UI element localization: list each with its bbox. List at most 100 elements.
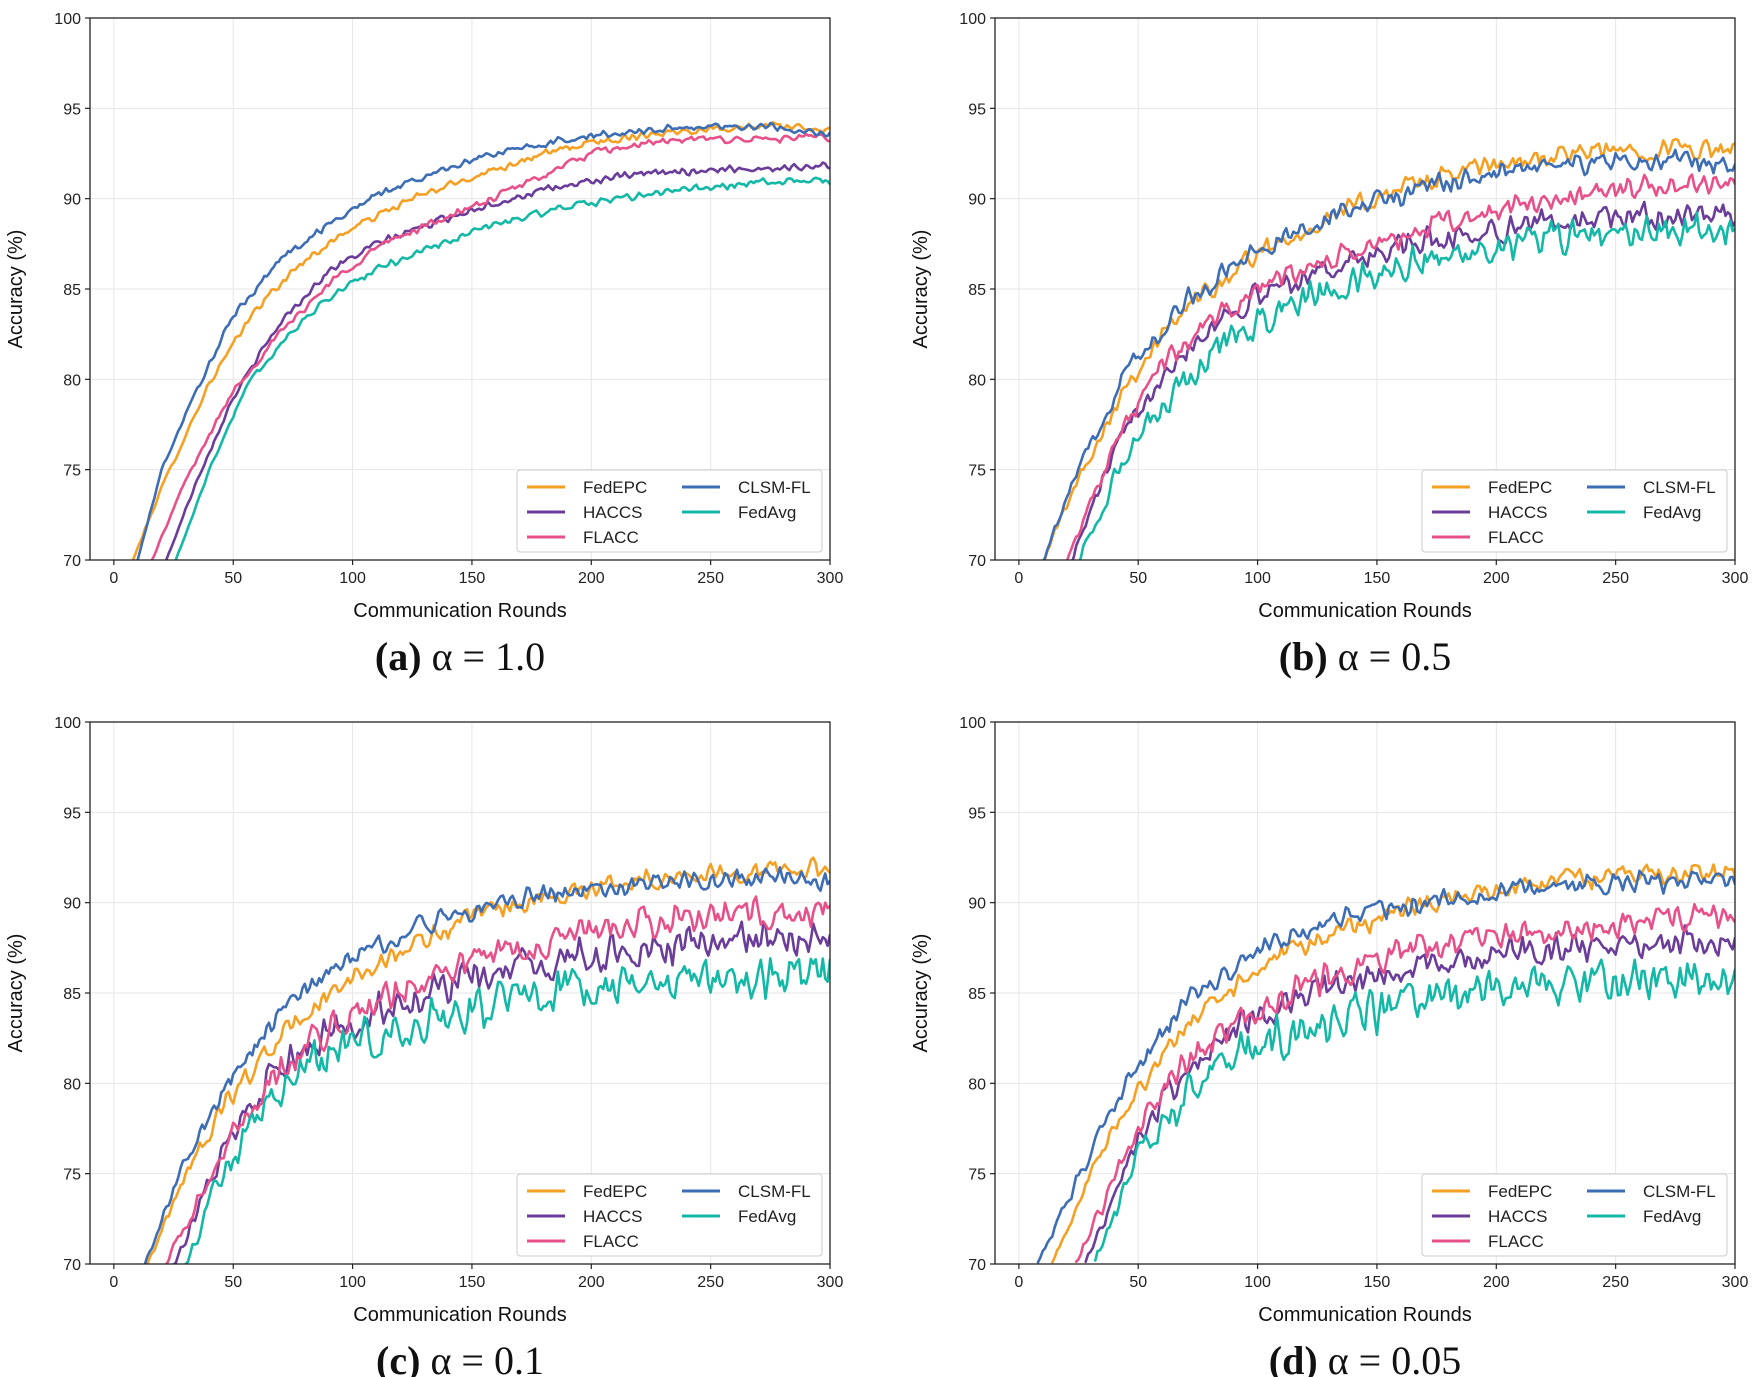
- caption-alpha: α = 0.5: [1328, 634, 1452, 679]
- x-tick-label: 150: [459, 570, 486, 587]
- legend-label-fedepc: FedEPC: [1488, 1182, 1552, 1201]
- x-tick-label: 300: [1722, 570, 1749, 587]
- x-tick-label: 50: [224, 1274, 242, 1291]
- legend-label-fedavg: FedAvg: [1643, 1207, 1701, 1226]
- y-axis-label: Accuracy (%): [5, 230, 27, 349]
- y-tick-label: 80: [968, 372, 986, 389]
- x-tick-label: 100: [1244, 570, 1271, 587]
- x-tick-label: 100: [1244, 1274, 1271, 1291]
- x-tick-label: 200: [578, 1274, 605, 1291]
- caption-letter: (a): [375, 634, 422, 679]
- x-tick-label: 150: [459, 1274, 486, 1291]
- legend-label-flacc: FLACC: [1488, 528, 1544, 547]
- series-line-fedavg: [1078, 211, 1735, 560]
- x-tick-label: 0: [1014, 570, 1023, 587]
- caption-letter: (b): [1279, 634, 1328, 679]
- x-tick-label: 250: [697, 570, 724, 587]
- legend: FedEPC CLSM-FL HACCS FedAvg FLACC: [1421, 469, 1728, 553]
- caption-letter: (c): [376, 1338, 420, 1377]
- x-tick-label: 100: [339, 1274, 366, 1291]
- y-tick-label: 95: [968, 101, 986, 118]
- x-tick-label: 250: [697, 1274, 724, 1291]
- caption-alpha: α = 0.05: [1318, 1338, 1462, 1377]
- y-tick-label: 75: [63, 463, 81, 480]
- legend-box: [516, 1173, 823, 1257]
- y-tick-label: 100: [959, 715, 986, 732]
- series-line-haccs: [1084, 924, 1735, 1264]
- x-tick-label: 200: [578, 570, 605, 587]
- caption-alpha: α = 1.0: [422, 634, 546, 679]
- legend-label-flacc: FLACC: [583, 1232, 639, 1251]
- x-tick-label: 0: [1014, 1274, 1023, 1291]
- y-tick-label: 85: [968, 986, 986, 1003]
- x-axis-label: Communication Rounds: [1258, 600, 1471, 622]
- y-tick-label: 75: [968, 463, 986, 480]
- y-tick-label: 80: [63, 372, 81, 389]
- legend-label-fedepc: FedEPC: [583, 478, 647, 497]
- panel-caption: (b) α = 0.5: [1279, 634, 1451, 679]
- series-line-clsm-fl: [136, 121, 830, 560]
- series-line-fedepc: [1051, 863, 1735, 1264]
- y-tick-label: 85: [63, 282, 81, 299]
- legend-label-clsm-fl: CLSM-FL: [1643, 1182, 1716, 1201]
- y-tick-label: 100: [959, 11, 986, 28]
- panel-caption: (d) α = 0.05: [1269, 1338, 1461, 1377]
- x-tick-label: 300: [1722, 1274, 1749, 1291]
- y-tick-label: 75: [968, 1167, 986, 1184]
- caption-letter: (d): [1269, 1338, 1318, 1377]
- legend: FedEPC CLSM-FL HACCS FedAvg FLACC: [516, 1173, 823, 1257]
- legend-label-fedavg: FedAvg: [738, 1207, 796, 1226]
- legend-label-clsm-fl: CLSM-FL: [738, 478, 811, 497]
- series-line-flacc: [1074, 903, 1735, 1263]
- y-tick-label: 90: [63, 192, 81, 209]
- series-line-clsm-fl: [1036, 869, 1735, 1264]
- x-axis-label: Communication Rounds: [1258, 1304, 1471, 1326]
- legend-label-fedavg: FedAvg: [1643, 503, 1701, 522]
- x-tick-label: 300: [817, 1274, 844, 1291]
- y-tick-label: 80: [63, 1076, 81, 1093]
- panel-caption: (a) α = 1.0: [375, 634, 545, 679]
- y-tick-label: 85: [63, 986, 81, 1003]
- legend-label-clsm-fl: CLSM-FL: [738, 1182, 811, 1201]
- legend: FedEPC CLSM-FL HACCS FedAvg FLACC: [516, 469, 823, 553]
- legend-label-haccs: HACCS: [1488, 503, 1548, 522]
- legend-label-haccs: HACCS: [583, 503, 643, 522]
- y-axis-label: Accuracy (%): [910, 230, 932, 349]
- y-tick-label: 70: [63, 1257, 81, 1274]
- series-group: [131, 121, 830, 560]
- caption-alpha: α = 0.1: [420, 1338, 544, 1377]
- series-line-flacc: [1066, 173, 1735, 560]
- legend-label-haccs: HACCS: [1488, 1207, 1548, 1226]
- chart-panel-b: 0 50 100 150 200 250 300 70 75 80 85 90 95 100 Communi…: [910, 11, 1748, 679]
- legend-label-fedepc: FedEPC: [1488, 478, 1552, 497]
- x-tick-label: 200: [1483, 570, 1510, 587]
- series-line-fedavg: [174, 176, 830, 560]
- x-tick-label: 0: [109, 570, 118, 587]
- x-tick-label: 150: [1364, 570, 1391, 587]
- x-tick-label: 100: [339, 570, 366, 587]
- legend-label-fedepc: FedEPC: [583, 1182, 647, 1201]
- series-line-fedepc: [146, 856, 830, 1264]
- legend-box: [1421, 1173, 1728, 1257]
- legend-label-haccs: HACCS: [583, 1207, 643, 1226]
- chart-panel-a: 0 50 100 150 200 250 300 70 75 80 85 90 95 100 Communi…: [5, 11, 843, 679]
- y-tick-label: 75: [63, 1167, 81, 1184]
- series-line-clsm-fl: [143, 866, 830, 1264]
- y-tick-label: 90: [968, 192, 986, 209]
- y-tick-label: 90: [63, 896, 81, 913]
- series-line-fedavg: [1094, 958, 1735, 1262]
- series-group: [1036, 863, 1735, 1264]
- series-line-fedavg: [184, 957, 830, 1264]
- y-tick-label: 95: [63, 805, 81, 822]
- x-tick-label: 0: [109, 1274, 118, 1291]
- y-tick-label: 90: [968, 896, 986, 913]
- x-tick-label: 250: [1602, 1274, 1629, 1291]
- series-line-haccs: [172, 920, 830, 1264]
- legend-label-flacc: FLACC: [1488, 1232, 1544, 1251]
- panel-caption: (c) α = 0.1: [376, 1338, 544, 1377]
- y-tick-label: 80: [968, 1076, 986, 1093]
- series-group: [1042, 138, 1735, 560]
- legend-label-clsm-fl: CLSM-FL: [1643, 478, 1716, 497]
- series-line-flacc: [150, 132, 830, 560]
